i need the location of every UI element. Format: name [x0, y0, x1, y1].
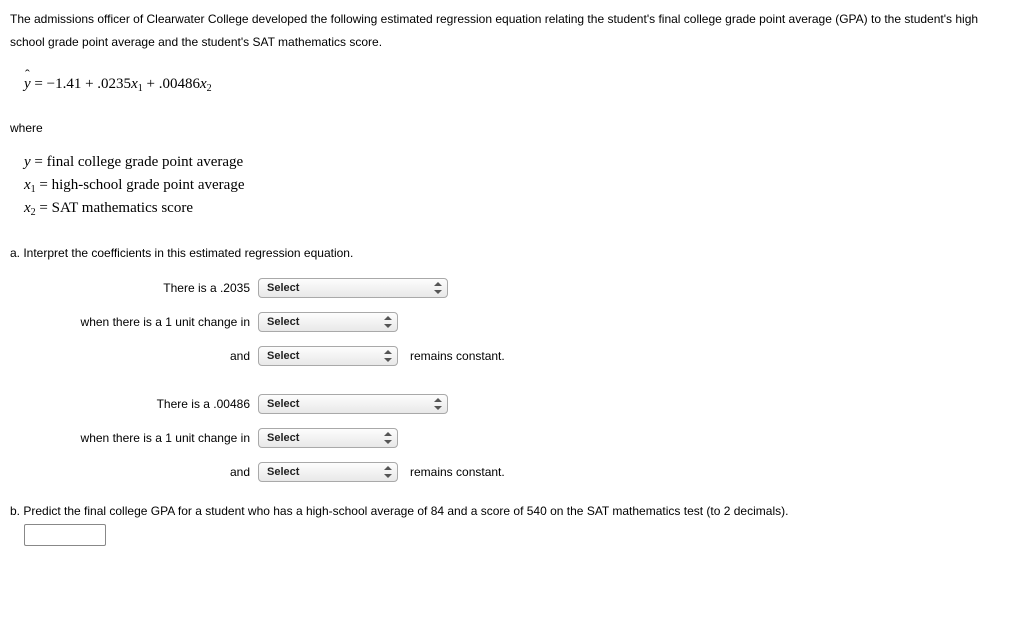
part-a-form: There is a .2035 Select when there is a …	[10, 278, 1014, 482]
row-coef2-change: There is a .00486 Select	[10, 394, 1014, 414]
part-a-label: a. Interpret the coefficients in this es…	[10, 246, 1014, 260]
row3-after: remains constant.	[410, 349, 505, 363]
chevron-updown-icon	[383, 465, 393, 479]
chevron-updown-icon	[383, 315, 393, 329]
chevron-updown-icon	[433, 397, 443, 411]
chevron-updown-icon	[383, 431, 393, 445]
row-coef1-var: when there is a 1 unit change in Select	[10, 312, 1014, 332]
row-coef2-var: when there is a 1 unit change in Select	[10, 428, 1014, 448]
chevron-updown-icon	[433, 281, 443, 295]
select-coef2-constant[interactable]: Select	[258, 462, 398, 482]
where-label: where	[10, 121, 1014, 135]
part-b-answer-input[interactable]	[24, 524, 106, 546]
row2-left: when there is a 1 unit change in	[10, 315, 258, 329]
row3-left: and	[10, 349, 258, 363]
row5-left: when there is a 1 unit change in	[10, 431, 258, 445]
row4-left: There is a .00486	[10, 397, 258, 411]
row6-after: remains constant.	[410, 465, 505, 479]
regression-equation: y = −1.41 + .0235x1 + .00486x2	[24, 76, 1014, 93]
select-coef1-direction[interactable]: Select	[258, 278, 448, 298]
select-coef1-variable[interactable]: Select	[258, 312, 398, 332]
row6-left: and	[10, 465, 258, 479]
row-coef1-constant: and Select remains constant.	[10, 346, 1014, 366]
row-coef2-constant: and Select remains constant.	[10, 462, 1014, 482]
intro-text: The admissions officer of Clearwater Col…	[10, 8, 1014, 54]
part-b-label: b. Predict the final college GPA for a s…	[10, 504, 1014, 518]
select-coef2-direction[interactable]: Select	[258, 394, 448, 414]
variable-definitions: y = final college grade point average x1…	[24, 151, 1014, 221]
row1-left: There is a .2035	[10, 281, 258, 295]
y-hat: y	[24, 76, 31, 92]
select-coef1-constant[interactable]: Select	[258, 346, 398, 366]
chevron-updown-icon	[383, 349, 393, 363]
row-coef1-change: There is a .2035 Select	[10, 278, 1014, 298]
select-coef2-variable[interactable]: Select	[258, 428, 398, 448]
